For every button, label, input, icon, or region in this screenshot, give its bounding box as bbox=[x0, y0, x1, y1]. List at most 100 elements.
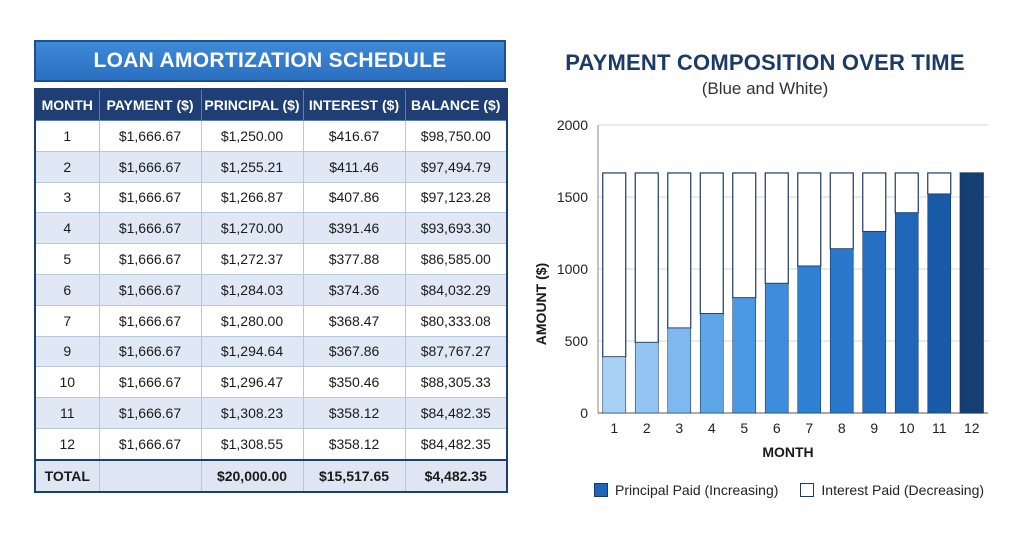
cell-month: 9 bbox=[34, 335, 100, 368]
cell-balance: $87,767.27 bbox=[404, 335, 508, 368]
cell-payment: $1,666.67 bbox=[98, 427, 202, 461]
legend-label-principal: Principal Paid (Increasing) bbox=[615, 482, 779, 498]
table-body: 1 $1,666.67 $1,250.00 $416.67 $98,750.00 2 $1,… bbox=[34, 120, 508, 461]
cell-principal: $1,308.55 bbox=[200, 427, 304, 461]
total-principal: $20,000.00 bbox=[200, 458, 303, 492]
x-tick-label: 6 bbox=[773, 420, 781, 436]
table-row: 6 $1,666.67 $1,284.03 $374.36 $84,032.29 bbox=[34, 273, 508, 306]
cell-interest: $358.12 bbox=[302, 427, 406, 461]
bars bbox=[602, 172, 984, 414]
bar-principal bbox=[797, 265, 822, 414]
x-tick-label: 7 bbox=[805, 420, 813, 436]
cell-interest: $374.36 bbox=[302, 273, 406, 306]
cell-interest: $416.67 bbox=[302, 120, 406, 152]
total-interest: $15,517.65 bbox=[302, 458, 405, 492]
chart-title: PAYMENT COMPOSITION OVER TIME bbox=[565, 50, 965, 75]
cell-interest: $350.46 bbox=[302, 366, 406, 399]
bar-interest bbox=[829, 172, 854, 250]
table-row: 5 $1,666.67 $1,272.37 $377.88 $86,585.00 bbox=[34, 243, 508, 275]
cell-principal: $1,296.47 bbox=[200, 366, 304, 399]
x-tick-label: 11 bbox=[932, 420, 947, 436]
cell-balance: $84,482.35 bbox=[404, 397, 508, 429]
bar-interest bbox=[634, 172, 659, 344]
total-row: TOTAL $20,000.00 $15,517.65 $4,482.35 bbox=[34, 458, 507, 492]
header-principal: PRINCIPAL ($) bbox=[200, 88, 304, 121]
cell-balance: $97,123.28 bbox=[404, 181, 508, 214]
bar-principal bbox=[894, 212, 919, 414]
bar-principal bbox=[959, 172, 984, 414]
x-tick-label: 2 bbox=[643, 420, 651, 436]
total-payment bbox=[98, 458, 201, 492]
chart-subtitle: (Blue and White) bbox=[701, 79, 829, 98]
table-row: 11 $1,666.67 $1,308.23 $358.12 $84,482.35 bbox=[34, 397, 508, 429]
bar-principal bbox=[699, 313, 724, 414]
cell-interest: $368.47 bbox=[302, 304, 406, 337]
total-label: TOTAL bbox=[34, 458, 99, 492]
cell-payment: $1,666.67 bbox=[98, 273, 202, 306]
legend-item-interest: Interest Paid (Decreasing) bbox=[800, 482, 984, 498]
bar-interest bbox=[732, 172, 757, 299]
cell-month: 12 bbox=[34, 427, 100, 461]
cell-principal: $1,255.21 bbox=[200, 150, 304, 183]
cell-principal: $1,272.37 bbox=[200, 243, 304, 275]
bar-interest bbox=[764, 172, 789, 284]
cell-principal: $1,284.03 bbox=[200, 273, 304, 306]
cell-principal: $1,270.00 bbox=[200, 212, 304, 245]
cell-payment: $1,666.67 bbox=[98, 335, 202, 368]
bar-interest bbox=[602, 172, 627, 358]
table-row: 1 $1,666.67 $1,250.00 $416.67 $98,750.00 bbox=[34, 120, 508, 152]
x-tick-label: 4 bbox=[708, 420, 716, 436]
cell-interest: $391.46 bbox=[302, 212, 406, 245]
cell-interest: $377.88 bbox=[302, 243, 406, 275]
bar-principal bbox=[634, 342, 659, 414]
x-tick-label: 12 bbox=[964, 420, 980, 436]
cell-payment: $1,666.67 bbox=[98, 120, 202, 152]
amortization-table: MONTH PAYMENT ($) PRINCIPAL ($) INTEREST… bbox=[34, 88, 508, 493]
x-axis-label: MONTH bbox=[762, 444, 813, 460]
cell-balance: $84,482.35 bbox=[404, 427, 508, 461]
grid-lines bbox=[597, 124, 988, 414]
cell-month: 7 bbox=[34, 304, 100, 337]
x-tick-label: 5 bbox=[740, 420, 748, 436]
bar-interest bbox=[894, 172, 919, 214]
cell-interest: $411.46 bbox=[302, 150, 406, 183]
cell-payment: $1,666.67 bbox=[98, 397, 202, 429]
y-axis-label: AMOUNT ($) bbox=[533, 263, 549, 345]
y-tick-label: 1000 bbox=[557, 261, 588, 277]
cell-principal: $1,294.64 bbox=[200, 335, 304, 368]
legend-item-principal: Principal Paid (Increasing) bbox=[594, 482, 778, 498]
cell-month: 3 bbox=[34, 181, 100, 214]
cell-month: 4 bbox=[34, 212, 100, 245]
cell-payment: $1,666.67 bbox=[98, 243, 202, 275]
cell-payment: $1,666.67 bbox=[98, 150, 202, 183]
bar-interest bbox=[797, 172, 822, 267]
header-balance: BALANCE ($) bbox=[404, 88, 508, 121]
cell-interest: $358.12 bbox=[302, 397, 406, 429]
cell-month: 6 bbox=[34, 273, 100, 306]
table-header-row: MONTH PAYMENT ($) PRINCIPAL ($) INTEREST… bbox=[34, 88, 508, 121]
bar-interest bbox=[927, 172, 952, 195]
cell-month: 1 bbox=[34, 120, 100, 152]
x-tick-label: 9 bbox=[870, 420, 878, 436]
x-tick-label: 3 bbox=[675, 420, 683, 436]
cell-month: 2 bbox=[34, 150, 100, 183]
cell-balance: $88,305.33 bbox=[404, 366, 508, 399]
header-payment: PAYMENT ($) bbox=[98, 88, 202, 121]
amortization-table-panel: LOAN AMORTIZATION SCHEDULE MONTH PAYMENT… bbox=[34, 40, 508, 493]
y-tick-label: 2000 bbox=[557, 117, 588, 133]
table-row: 10 $1,666.67 $1,296.47 $350.46 $88,305.33 bbox=[34, 366, 508, 399]
bar-interest bbox=[862, 172, 887, 233]
cell-balance: $86,585.00 bbox=[404, 243, 508, 275]
y-tick-label: 1500 bbox=[557, 189, 588, 205]
bar-principal bbox=[862, 231, 887, 414]
total-balance: $4,482.35 bbox=[404, 458, 507, 492]
cell-payment: $1,666.67 bbox=[98, 212, 202, 245]
cell-balance: $98,750.00 bbox=[404, 120, 508, 152]
header-interest: INTEREST ($) bbox=[302, 88, 406, 121]
bar-principal bbox=[732, 297, 757, 414]
bar-principal bbox=[667, 327, 692, 414]
cell-month: 5 bbox=[34, 243, 100, 275]
cell-interest: $367.86 bbox=[302, 335, 406, 368]
x-tick-label: 1 bbox=[610, 420, 618, 436]
